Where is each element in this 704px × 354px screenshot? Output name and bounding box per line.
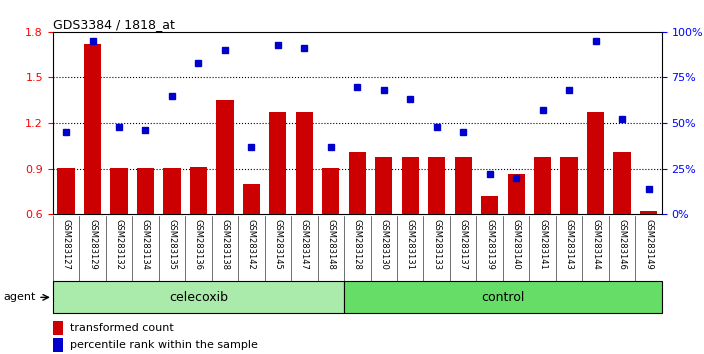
Text: GSM283144: GSM283144	[591, 219, 600, 270]
Text: percentile rank within the sample: percentile rank within the sample	[70, 341, 258, 350]
Text: GSM283149: GSM283149	[644, 219, 653, 270]
Text: GSM283141: GSM283141	[538, 219, 547, 270]
Bar	[322, 168, 339, 214]
Text: GSM283135: GSM283135	[168, 219, 177, 270]
Bar	[560, 157, 578, 214]
Bar	[137, 168, 154, 214]
Bar	[243, 184, 260, 214]
Bar	[455, 157, 472, 214]
Bar	[613, 152, 631, 214]
Text: GSM283127: GSM283127	[61, 219, 70, 270]
Bar	[269, 112, 287, 214]
Bar	[53, 338, 63, 352]
Text: transformed count: transformed count	[70, 323, 173, 333]
Text: GSM283128: GSM283128	[353, 219, 362, 270]
Text: GSM283145: GSM283145	[273, 219, 282, 270]
Bar	[508, 174, 524, 214]
Bar	[111, 168, 127, 214]
Text: GSM283129: GSM283129	[88, 219, 97, 270]
Text: control: control	[482, 291, 524, 304]
Text: GSM283131: GSM283131	[406, 219, 415, 270]
FancyBboxPatch shape	[344, 281, 662, 313]
Text: GSM283137: GSM283137	[459, 219, 467, 270]
Bar	[84, 44, 101, 214]
Bar	[481, 196, 498, 214]
Bar	[216, 100, 234, 214]
Bar	[190, 167, 207, 214]
Text: GSM283138: GSM283138	[220, 219, 230, 270]
Text: GSM283148: GSM283148	[326, 219, 335, 270]
Bar	[348, 152, 366, 214]
Bar	[534, 157, 551, 214]
FancyBboxPatch shape	[53, 281, 344, 313]
Text: GSM283143: GSM283143	[565, 219, 574, 270]
Bar	[375, 157, 392, 214]
Text: agent: agent	[4, 292, 36, 302]
Text: GSM283142: GSM283142	[247, 219, 256, 270]
Text: GSM283140: GSM283140	[512, 219, 521, 270]
Bar	[58, 168, 75, 214]
Text: GSM283139: GSM283139	[485, 219, 494, 270]
Bar	[53, 321, 63, 335]
Text: GSM283132: GSM283132	[115, 219, 123, 270]
Text: GSM283147: GSM283147	[300, 219, 309, 270]
Bar	[163, 168, 180, 214]
Text: celecoxib: celecoxib	[169, 291, 228, 304]
Bar	[640, 211, 657, 214]
Text: GSM283136: GSM283136	[194, 219, 203, 270]
Text: GSM283130: GSM283130	[379, 219, 389, 270]
Text: GSM283134: GSM283134	[141, 219, 150, 270]
Text: GSM283133: GSM283133	[432, 219, 441, 270]
Bar	[401, 157, 419, 214]
Bar	[428, 157, 446, 214]
Bar	[296, 112, 313, 214]
Bar	[587, 112, 604, 214]
Text: GSM283146: GSM283146	[617, 219, 627, 270]
Text: GDS3384 / 1818_at: GDS3384 / 1818_at	[53, 18, 175, 31]
